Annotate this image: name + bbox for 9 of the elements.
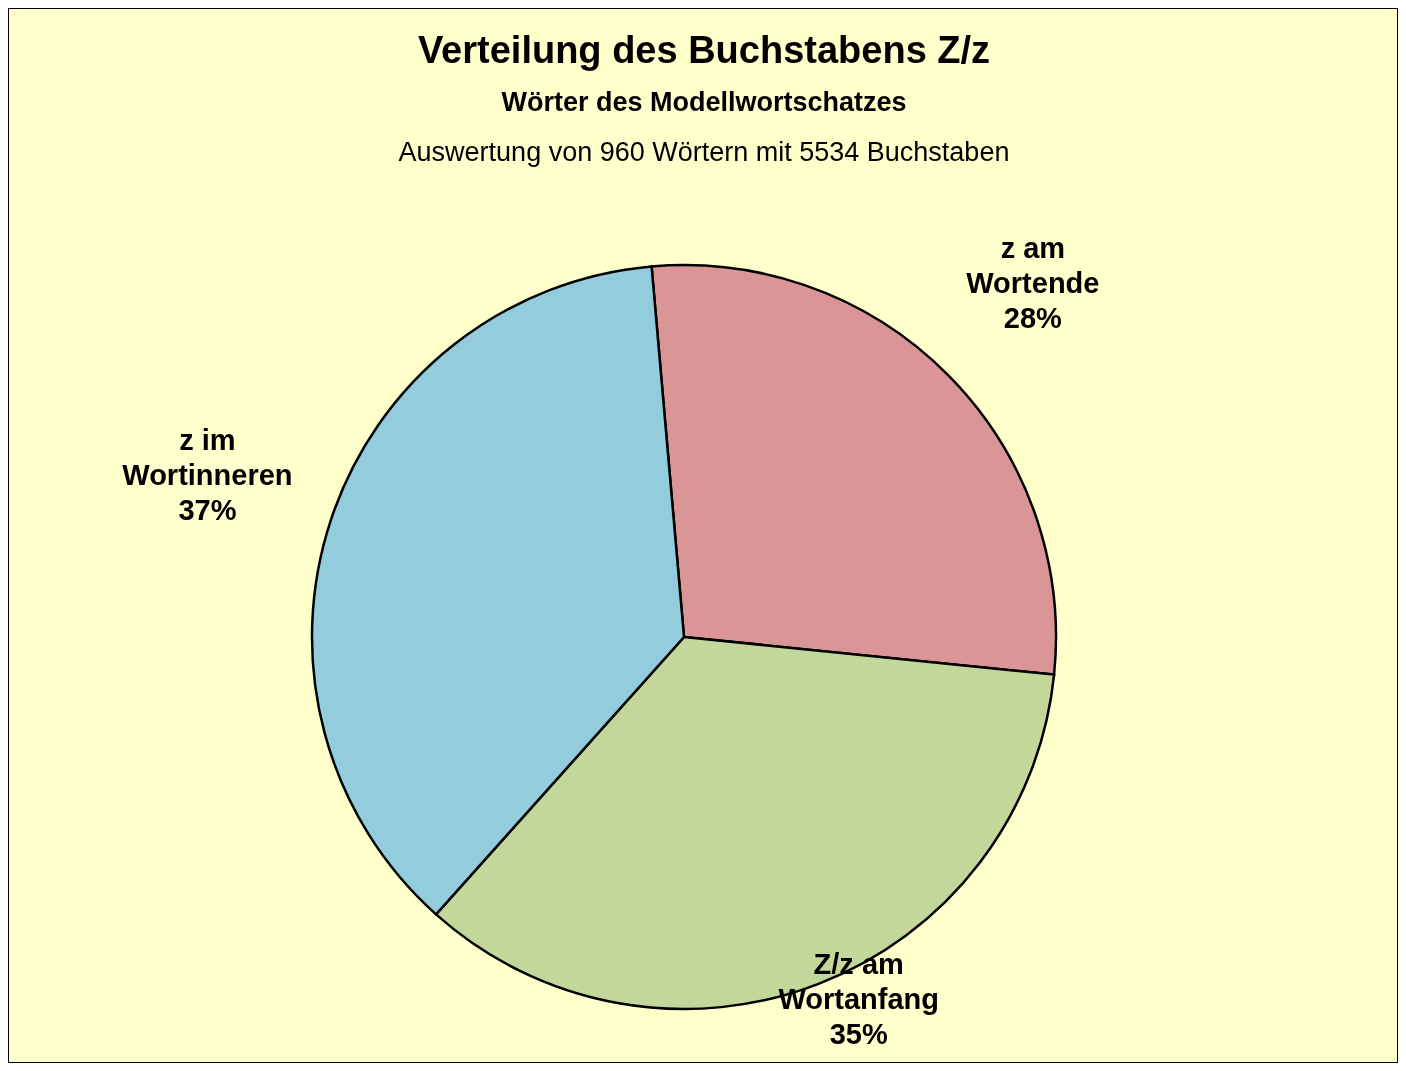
chart-subtitle: Wörter des Modellwortschatzes: [500, 87, 908, 118]
slice-label: z am Wortende: [966, 232, 1100, 300]
data-label: 35%: [829, 1018, 888, 1050]
slice-label: Z/z am Wortanfang: [778, 948, 940, 1015]
chart-title: Verteilung des Buchstabens Z/z: [416, 29, 992, 72]
data-label: 37%: [178, 494, 237, 527]
slice-label: z im Wortinneren: [122, 424, 293, 492]
data-label: 28%: [1003, 302, 1063, 335]
text: Auswertung von 960 Wörtern mit 5534 Buchstaben: [397, 137, 1011, 168]
